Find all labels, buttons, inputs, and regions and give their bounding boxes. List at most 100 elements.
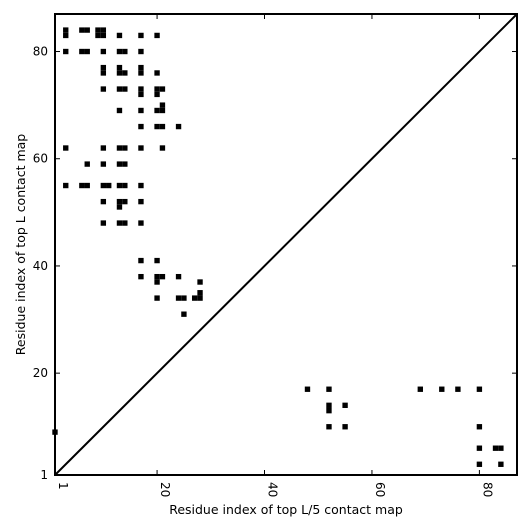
contact-point: [154, 295, 160, 301]
contact-point: [63, 27, 69, 33]
contact-point: [342, 424, 348, 430]
contact-point: [116, 161, 123, 167]
contact-point: [100, 198, 107, 205]
contact-point: [154, 279, 160, 285]
contact-point: [122, 70, 128, 76]
contact-point: [100, 64, 107, 71]
contact-point: [116, 145, 123, 151]
contact-point: [122, 48, 128, 55]
contact-point: [476, 424, 483, 430]
contact-point: [106, 182, 112, 189]
y-tick-label: 1: [40, 468, 48, 482]
contact-point: [159, 145, 166, 151]
contact-point: [116, 32, 123, 39]
contact-point: [138, 198, 144, 205]
contact-point: [138, 273, 144, 280]
contact-point: [138, 32, 144, 39]
contact-point: [175, 273, 182, 280]
contact-point: [100, 182, 107, 189]
x-tick-label: 80: [480, 482, 494, 497]
contact-point: [304, 386, 311, 392]
contact-point: [122, 161, 128, 167]
contact-point: [138, 145, 144, 151]
contact-point: [100, 48, 107, 55]
contact-point: [122, 182, 128, 189]
contact-point: [138, 91, 144, 98]
contact-point: [100, 161, 107, 167]
contact-point: [154, 70, 160, 76]
tick-labels: 1 20 40 60 80 1 20 40 60 80: [33, 45, 495, 498]
contact-point: [84, 161, 90, 167]
contact-point: [498, 461, 504, 467]
contact-point: [63, 32, 69, 39]
contact-point: [154, 123, 160, 130]
contact-point: [197, 290, 203, 296]
contact-point: [342, 402, 348, 408]
contact-point: [498, 445, 504, 451]
y-tick-label: 20: [33, 366, 48, 380]
contact-point: [326, 424, 332, 430]
contact-point: [84, 48, 90, 55]
contact-point: [326, 386, 332, 392]
contact-point: [138, 86, 144, 92]
contact-point: [100, 27, 107, 33]
contact-point: [476, 386, 483, 392]
contact-point: [100, 70, 107, 76]
diagonal-line: [54, 13, 518, 476]
contact-point: [116, 70, 123, 76]
contact-point: [122, 198, 128, 205]
contact-point: [476, 461, 483, 467]
contact-point: [159, 273, 166, 280]
contact-point: [116, 48, 123, 55]
contact-point: [100, 86, 107, 92]
contact-point: [100, 145, 107, 151]
contact-point: [138, 107, 144, 114]
contact-point: [122, 86, 128, 92]
contact-point: [138, 257, 144, 264]
x-tick-label: 40: [266, 482, 280, 497]
y-tick-label: 80: [33, 45, 48, 59]
contact-point: [175, 295, 182, 301]
contact-point: [95, 27, 101, 33]
contact-point: [154, 273, 160, 280]
contact-point: [159, 102, 166, 108]
contact-point: [326, 407, 332, 414]
contact-point: [63, 182, 69, 189]
contact-point: [138, 182, 144, 189]
contact-point: [476, 445, 483, 451]
contact-point: [138, 220, 144, 226]
contact-point: [138, 70, 144, 76]
contact-point: [95, 32, 101, 39]
x-tick-label: 20: [158, 482, 172, 497]
contact-point: [197, 279, 203, 285]
contact-point: [116, 107, 123, 114]
contact-point: [138, 64, 144, 71]
contact-point: [138, 48, 144, 55]
contact-point: [455, 386, 461, 392]
contact-point: [159, 123, 166, 130]
y-axis-label: Residue index of top L contact map: [13, 134, 28, 355]
contact-point: [159, 107, 166, 114]
y-tick-label: 40: [33, 259, 48, 273]
x-axis-label: Residue index of top L/5 contact map: [169, 502, 403, 517]
contact-point: [138, 123, 144, 130]
contact-point: [116, 86, 123, 92]
contact-point: [159, 86, 166, 92]
plot-frame: [54, 13, 518, 476]
contact-point: [181, 295, 187, 301]
contact-point: [154, 107, 160, 114]
contact-point: [326, 402, 332, 408]
contact-point: [79, 48, 85, 55]
contact-point: [154, 257, 160, 264]
x-tick-label: 1: [56, 482, 70, 490]
contact-point: [100, 32, 107, 39]
contact-point: [154, 91, 160, 98]
contact-point: [175, 123, 182, 130]
contact-point: [116, 204, 123, 210]
contact-point: [191, 295, 198, 301]
plot-content: [52, 13, 518, 476]
contact-point: [116, 198, 123, 205]
contact-point: [116, 64, 123, 71]
y-tick-label: 60: [33, 152, 48, 166]
contact-point: [100, 220, 107, 226]
